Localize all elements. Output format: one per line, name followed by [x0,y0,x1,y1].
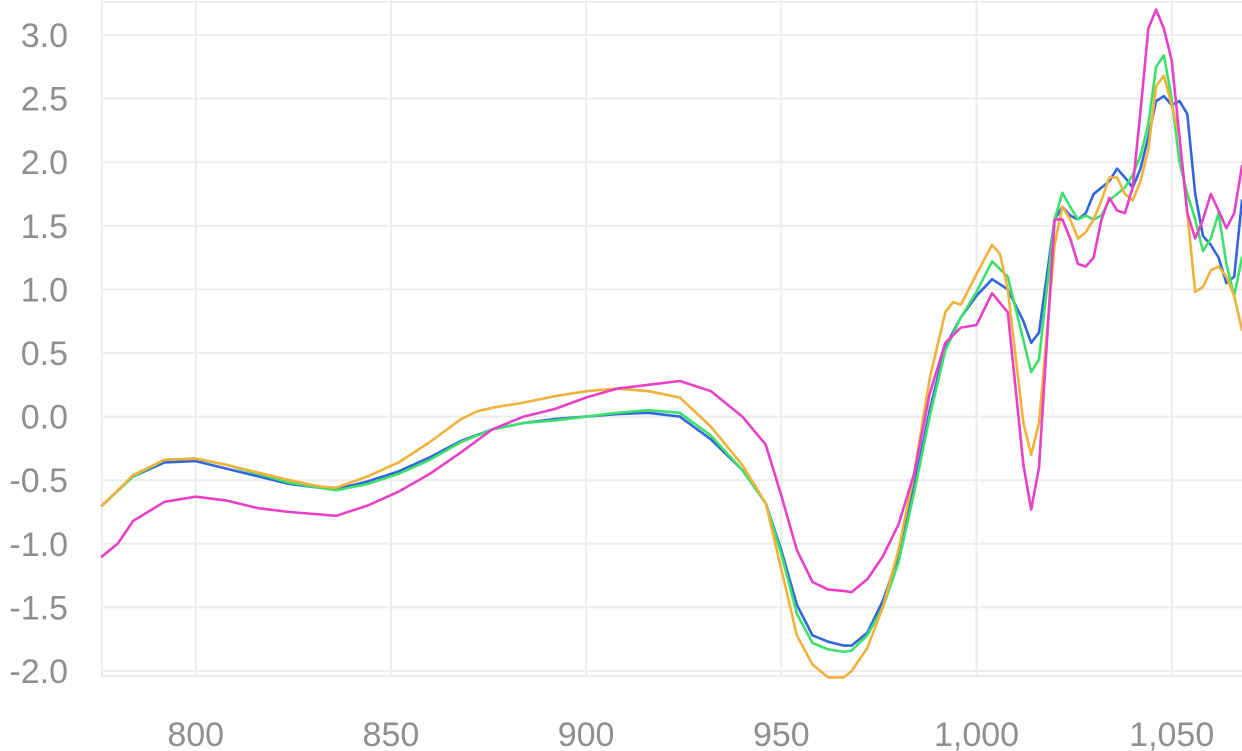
x-tick-label: 800 [167,716,224,751]
x-tick-label: 850 [363,716,420,751]
y-tick-label: 0.5 [21,335,68,373]
series-line-1 [100,94,1242,647]
y-axis-tick-labels: 3.0 2.5 2.0 1.5 1.0 0.5 0.0 -0.5 -1.0 -1.5 -2.0 [9,17,68,691]
y-tick-label: -2.0 [9,653,68,691]
y-tick-label: 2.5 [21,81,68,119]
y-tick-label: 1.5 [21,208,68,246]
y-tick-label: -1.5 [9,589,68,627]
y-tick-label: -1.0 [9,526,68,564]
series-line-3 [100,74,1242,679]
series-line-2 [100,54,1242,654]
y-tick-label: 1.0 [21,271,68,309]
y-tick-label: 2.0 [21,144,68,182]
x-tick-label: 950 [753,716,810,751]
y-tick-label: 3.0 [21,17,68,55]
x-tick-label: 1,050 [1129,716,1214,751]
x-axis-tick-labels: 800 850 900 950 1,000 1,050 [167,716,1214,751]
x-tick-label: 1,000 [934,716,1019,751]
x-tick-label: 900 [558,716,615,751]
series-line-4 [100,8,1242,594]
y-tick-label: 0.0 [21,399,68,437]
grid-lines [101,0,1242,677]
series-lines [100,8,1242,679]
y-tick-label: -0.5 [9,462,68,500]
